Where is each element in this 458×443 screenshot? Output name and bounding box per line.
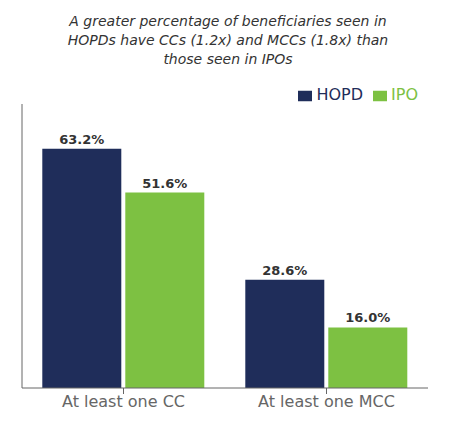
svg-text:At least one MCC: At least one MCC [258,392,395,411]
svg-text:51.6%: 51.6% [142,176,187,191]
svg-text:28.6%: 28.6% [262,263,307,278]
svg-text:At least one CC: At least one CC [62,392,185,411]
html-text:HOPDs have CCs (1.2x) and MCCs: HOPDs have CCs (1.2x) and MCCs (1.8x) th… [67,32,389,48]
html-text:those seen in IPOs: those seen in IPOs [163,51,293,67]
html-text:A greater percentage of benefi: A greater percentage of beneficiaries se… [69,13,387,29]
svg-text:63.2%: 63.2% [59,132,104,147]
html-text:IPO: IPO [391,85,418,104]
svg-text:16.0%: 16.0% [345,310,390,325]
html-text:HOPD: HOPD [316,85,363,104]
